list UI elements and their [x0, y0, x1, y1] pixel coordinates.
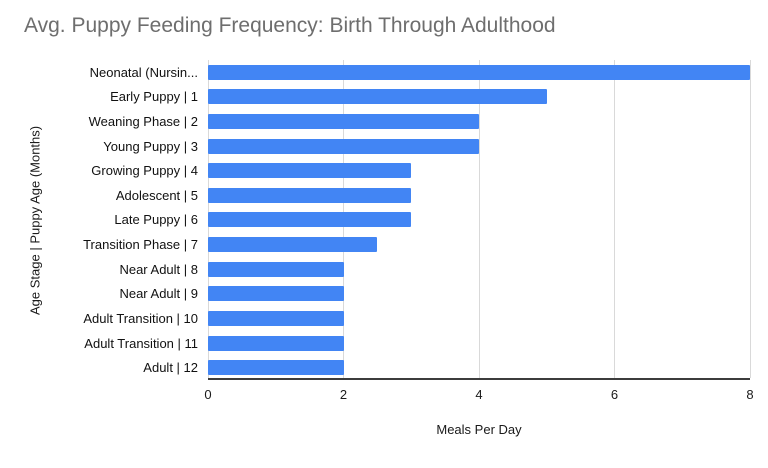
gridline: [614, 60, 615, 378]
bar[interactable]: [208, 212, 412, 228]
bar-track: [208, 138, 750, 154]
chart-body: Age Stage | Puppy Age (Months) Neonatal …: [24, 60, 754, 437]
x-tick-label: 6: [610, 387, 619, 402]
chart-title: Avg. Puppy Feeding Frequency: Birth Thro…: [24, 14, 556, 37]
category-label: Late Puppy | 6: [114, 212, 198, 228]
bar[interactable]: [208, 360, 344, 376]
chart-row: Late Puppy | 6: [46, 208, 754, 233]
category-label: Neonatal (Nursin...: [89, 64, 198, 80]
chart-row: Growing Puppy | 4: [46, 158, 754, 183]
chart-row: Near Adult | 8: [46, 257, 754, 282]
category-label: Adult Transition | 11: [84, 335, 198, 351]
bar-track: [208, 212, 750, 228]
bar-track: [208, 163, 750, 179]
bar-track: [208, 187, 750, 203]
plot-area: Neonatal (Nursin... Early Puppy | 1 Weanin…: [46, 60, 754, 437]
category-label: Weaning Phase | 2: [88, 114, 198, 130]
gridline: [749, 60, 751, 378]
chart-row: Adult Transition | 11: [46, 331, 754, 356]
x-tick-label: 2: [339, 387, 348, 402]
chart-row: Young Puppy | 3: [46, 134, 754, 159]
y-axis-title: Age Stage | Puppy Age (Months): [27, 125, 43, 315]
category-label: Transition Phase | 7: [83, 237, 198, 253]
plot-region: Neonatal (Nursin... Early Puppy | 1 Weanin…: [46, 60, 754, 380]
chart-row: Early Puppy | 1: [46, 85, 754, 110]
category-label: Early Puppy | 1: [110, 89, 198, 105]
bar-track: [208, 89, 750, 105]
bar-track: [208, 64, 750, 80]
bar[interactable]: [208, 114, 479, 130]
chart-row: Adult Transition | 10: [46, 306, 754, 331]
chart-row: Near Adult | 9: [46, 281, 754, 306]
bar-track: [208, 237, 750, 253]
x-tick-label: 0: [204, 387, 212, 402]
bar[interactable]: [208, 163, 412, 179]
category-label: Young Puppy | 3: [103, 138, 198, 154]
chart-row: Transition Phase | 7: [46, 232, 754, 257]
category-label: Adult | 12: [143, 360, 198, 376]
chart-row: Adult | 12: [46, 355, 754, 380]
chart-row: Weaning Phase | 2: [46, 109, 754, 134]
gridline: [478, 60, 480, 378]
x-tick-label: 8: [746, 387, 754, 402]
bar[interactable]: [208, 261, 344, 277]
bar[interactable]: [208, 138, 479, 154]
category-label: Adolescent | 5: [115, 187, 198, 203]
bar-track: [208, 310, 750, 326]
chart-row: Adolescent | 5: [46, 183, 754, 208]
bar-track: [208, 114, 750, 130]
category-label: Growing Puppy | 4: [91, 163, 198, 179]
x-axis: 0 2 4 6 8: [204, 380, 754, 406]
bar[interactable]: [208, 335, 344, 351]
bar-track: [208, 335, 750, 351]
bar-track: [208, 360, 750, 376]
category-label: Near Adult | 9: [119, 286, 198, 302]
bar-rows: Neonatal (Nursin... Early Puppy | 1 Weanin…: [46, 60, 754, 380]
x-axis-title: Meals Per Day: [436, 422, 522, 437]
bar[interactable]: [208, 64, 750, 80]
bar[interactable]: [208, 310, 344, 326]
bar[interactable]: [208, 237, 378, 253]
bar-track: [208, 261, 750, 277]
bar[interactable]: [208, 89, 547, 105]
bar-track: [208, 286, 750, 302]
category-label: Near Adult | 8: [119, 261, 198, 277]
bar[interactable]: [208, 187, 412, 203]
chart-row: Neonatal (Nursin...: [46, 60, 754, 85]
x-tick-label: 4: [475, 387, 483, 402]
category-label: Adult Transition | 10: [83, 310, 198, 326]
bar[interactable]: [208, 286, 344, 302]
